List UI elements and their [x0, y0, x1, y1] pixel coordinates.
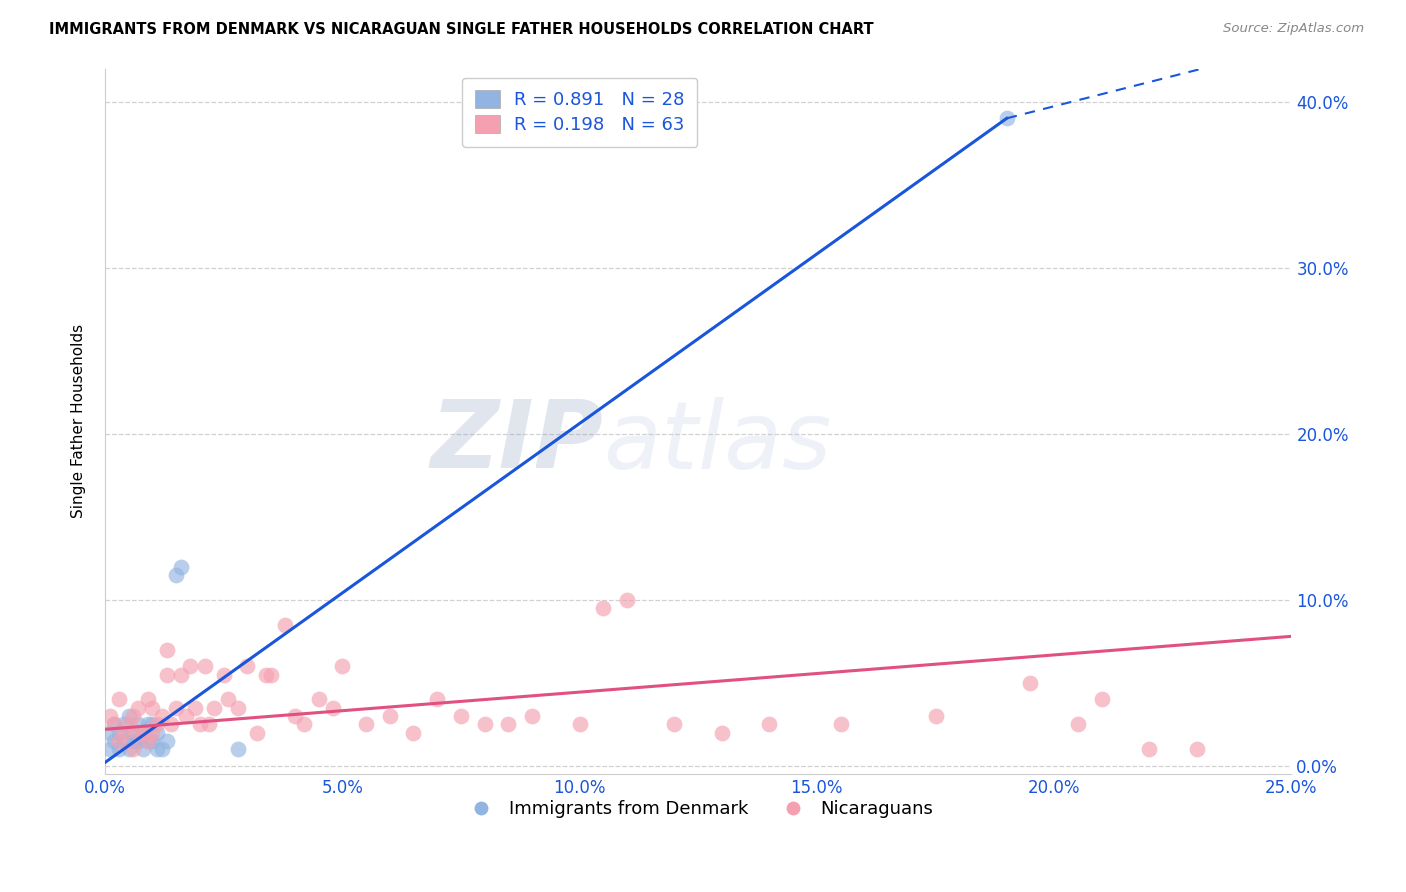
Text: ZIP: ZIP	[430, 396, 603, 489]
Point	[995, 112, 1018, 126]
Point	[830, 717, 852, 731]
Point	[112, 734, 135, 748]
Point	[122, 734, 145, 748]
Point	[1185, 742, 1208, 756]
Point	[292, 717, 315, 731]
Point	[226, 700, 249, 714]
Point	[710, 725, 733, 739]
Point	[146, 725, 169, 739]
Point	[217, 692, 239, 706]
Point	[924, 709, 946, 723]
Point	[450, 709, 472, 723]
Point	[132, 725, 155, 739]
Point	[568, 717, 591, 731]
Point	[108, 734, 131, 748]
Point	[108, 692, 131, 706]
Point	[136, 734, 159, 748]
Point	[330, 659, 353, 673]
Point	[174, 709, 197, 723]
Point	[141, 717, 163, 731]
Point	[322, 700, 344, 714]
Point	[184, 700, 207, 714]
Point	[378, 709, 401, 723]
Point	[103, 717, 125, 731]
Point	[402, 725, 425, 739]
Point	[156, 642, 179, 657]
Point	[246, 725, 269, 739]
Point	[616, 592, 638, 607]
Point	[98, 725, 121, 739]
Point	[1067, 717, 1090, 731]
Text: atlas: atlas	[603, 397, 831, 488]
Point	[188, 717, 211, 731]
Point	[108, 725, 131, 739]
Point	[498, 717, 520, 731]
Point	[132, 725, 155, 739]
Point	[118, 742, 141, 756]
Point	[474, 717, 496, 731]
Point	[202, 700, 225, 714]
Point	[664, 717, 686, 731]
Point	[98, 709, 121, 723]
Point	[127, 725, 149, 739]
Point	[260, 667, 283, 681]
Point	[146, 742, 169, 756]
Point	[150, 742, 173, 756]
Point	[254, 667, 277, 681]
Point	[226, 742, 249, 756]
Point	[165, 568, 187, 582]
Point	[141, 700, 163, 714]
Point	[132, 742, 155, 756]
Point	[118, 709, 141, 723]
Point	[136, 692, 159, 706]
Legend: Immigrants from Denmark, Nicaraguans: Immigrants from Denmark, Nicaraguans	[456, 793, 941, 825]
Point	[156, 667, 179, 681]
Point	[112, 725, 135, 739]
Point	[236, 659, 259, 673]
Point	[122, 709, 145, 723]
Y-axis label: Single Father Households: Single Father Households	[72, 325, 86, 518]
Point	[194, 659, 217, 673]
Point	[141, 734, 163, 748]
Point	[354, 717, 377, 731]
Point	[284, 709, 307, 723]
Point	[179, 659, 201, 673]
Point	[170, 559, 193, 574]
Point	[758, 717, 780, 731]
Text: IMMIGRANTS FROM DENMARK VS NICARAGUAN SINGLE FATHER HOUSEHOLDS CORRELATION CHART: IMMIGRANTS FROM DENMARK VS NICARAGUAN SI…	[49, 22, 875, 37]
Point	[98, 742, 121, 756]
Point	[103, 717, 125, 731]
Point	[122, 725, 145, 739]
Point	[170, 667, 193, 681]
Point	[118, 717, 141, 731]
Point	[1019, 675, 1042, 690]
Point	[212, 667, 235, 681]
Point	[156, 734, 179, 748]
Point	[198, 717, 221, 731]
Point	[308, 692, 330, 706]
Text: Source: ZipAtlas.com: Source: ZipAtlas.com	[1223, 22, 1364, 36]
Point	[136, 734, 159, 748]
Point	[520, 709, 543, 723]
Point	[103, 734, 125, 748]
Point	[112, 717, 135, 731]
Point	[146, 717, 169, 731]
Point	[127, 734, 149, 748]
Point	[122, 742, 145, 756]
Point	[141, 725, 163, 739]
Point	[426, 692, 449, 706]
Point	[136, 717, 159, 731]
Point	[592, 601, 614, 615]
Point	[160, 717, 183, 731]
Point	[150, 709, 173, 723]
Point	[108, 742, 131, 756]
Point	[127, 700, 149, 714]
Point	[274, 617, 297, 632]
Point	[127, 717, 149, 731]
Point	[165, 700, 187, 714]
Point	[1137, 742, 1160, 756]
Point	[1091, 692, 1114, 706]
